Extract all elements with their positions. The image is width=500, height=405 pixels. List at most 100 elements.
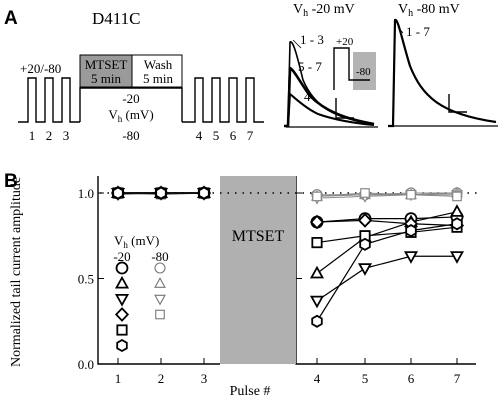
legend-marker-minus80 <box>154 262 166 274</box>
vh-minus80-line <box>316 192 458 197</box>
legend-title: Vh (mV) <box>114 233 159 250</box>
vh-minus20-line <box>316 223 458 322</box>
traces-vh-minus80: Vh -80 mV 1 - 7 <box>388 2 498 128</box>
vh-minus20-line <box>316 255 457 302</box>
pulse-number: 3 <box>63 128 70 143</box>
legend-marker-minus20 <box>114 307 130 322</box>
scale-bar-right <box>448 94 467 113</box>
vh-minus80-line <box>316 192 458 197</box>
construct-label: D411C <box>92 9 141 28</box>
panel-b-label: B <box>4 171 18 192</box>
vh-minus20-point <box>449 204 465 217</box>
pulse-train-late <box>182 77 264 123</box>
panel-a-label: A <box>4 8 18 29</box>
x-tick-label: 2 <box>158 371 165 386</box>
vh-minus20-line <box>316 211 458 274</box>
legend-marker-minus20 <box>114 293 130 307</box>
legend-marker-minus20 <box>115 261 129 275</box>
vh-minus20-point <box>357 263 373 276</box>
data-series <box>110 185 465 328</box>
legend: Vh (mV) -20 -80 <box>113 233 169 353</box>
legend-col-minus80: -80 <box>151 249 168 264</box>
label-line-1-7 <box>397 26 404 34</box>
vh-minus20-point <box>198 186 210 200</box>
trace-label-5-7: 5 - 7 <box>298 59 322 74</box>
traces-right-title: Vh -80 mV <box>398 2 460 19</box>
wash-duration: 5 min <box>143 71 173 86</box>
legend-marker-minus20 <box>116 338 128 353</box>
trace-label-1-3: 1 - 3 <box>300 32 324 47</box>
pulse-number: 1 <box>29 128 36 143</box>
vh-minus20-point <box>405 224 417 238</box>
legend-col-minus20: -20 <box>113 249 130 264</box>
vh-minus20-point <box>359 237 371 251</box>
vh-minus20-point <box>449 251 465 264</box>
y-axis-ticks: 0.0 0.5 1.0 <box>78 186 302 372</box>
plot-axes: MTSET 0.0 0.5 1.0 1 2 3 4 5 6 7 Pulse # Normaliz… <box>9 176 480 399</box>
x-axis-ticks: 1 2 3 4 5 6 7 <box>115 358 461 386</box>
vh-minus20-point <box>451 217 463 231</box>
trace-pulses-1-7 <box>388 18 497 128</box>
x-tick-label: 5 <box>362 371 369 386</box>
x-tick-label: 6 <box>408 371 415 386</box>
pulse-number: 7 <box>247 128 254 143</box>
traces-vh-minus20: Vh -20 mV 1 - 3 5 - 7 4 +20 -80 <box>284 2 378 128</box>
mtset-band-label: MTSET <box>232 228 285 245</box>
x-tick-label: 3 <box>201 371 208 386</box>
trace-label-1-7: 1 - 7 <box>406 24 430 39</box>
vh-minus80-point <box>312 191 322 202</box>
pulse-voltage-label: +20/-80 <box>20 61 61 76</box>
hold-value: -20 <box>122 91 139 106</box>
holding-step <box>79 87 183 122</box>
pulse-number: 6 <box>230 128 237 143</box>
y-axis-label: Normalized tail current amplitude <box>9 177 24 367</box>
vh-minus20-point <box>309 295 325 309</box>
label-line-1-3 <box>292 39 302 49</box>
vh-minus20-point <box>309 214 325 230</box>
vh-minus80-point <box>452 191 462 202</box>
pulse-train-early <box>18 77 80 123</box>
scale-bar-left <box>335 98 354 119</box>
vh-minus20-point <box>357 212 373 228</box>
vh-minus20-line <box>316 219 458 227</box>
legend-markers <box>114 261 166 353</box>
mtset-box-label: MTSET <box>85 57 128 72</box>
y-tick-label: 0.0 <box>78 357 94 372</box>
wash-label: Wash <box>144 57 173 72</box>
legend-marker-minus20 <box>114 275 130 289</box>
x-tick-label: 7 <box>454 371 461 386</box>
vh-minus20-point <box>403 251 419 264</box>
vh-minus20-point <box>112 186 124 200</box>
legend-marker-minus20 <box>116 324 128 336</box>
trace-label-4: 4 <box>304 89 311 104</box>
legend-marker-minus80 <box>154 294 166 306</box>
vh-minus20-point <box>311 237 323 249</box>
inset-bottom-label: -80 <box>356 66 371 78</box>
vh-minus20-line <box>316 216 458 223</box>
axes-right <box>295 176 476 365</box>
wash-box <box>131 54 183 88</box>
vh-minus20-point <box>311 314 323 328</box>
vh-minus80-line <box>316 194 457 199</box>
hold-label: Vh (mV) <box>108 107 153 124</box>
pulse-number: 4 <box>196 128 203 143</box>
legend-marker-minus80 <box>154 277 166 288</box>
vh-minus80-point <box>406 189 416 200</box>
pulse-number: 2 <box>46 128 53 143</box>
y-tick-label: 1.0 <box>78 186 94 201</box>
inset-protocol <box>333 47 370 90</box>
vh-minus20-line <box>316 226 458 244</box>
x-tick-label: 4 <box>314 371 321 386</box>
traces-left-title: Vh -20 mV <box>293 2 355 19</box>
baseline-value: -80 <box>122 128 139 143</box>
mtset-duration: 5 min <box>91 71 121 86</box>
vh-minus20-series-hexagon <box>112 186 463 328</box>
vh-minus80-point <box>360 188 370 198</box>
trace-pulse-4 <box>284 92 375 127</box>
pulse-number: 5 <box>213 128 220 143</box>
mtset-band <box>220 176 296 364</box>
legend-marker-minus80 <box>155 309 165 320</box>
x-axis-label: Pulse # <box>230 384 271 399</box>
